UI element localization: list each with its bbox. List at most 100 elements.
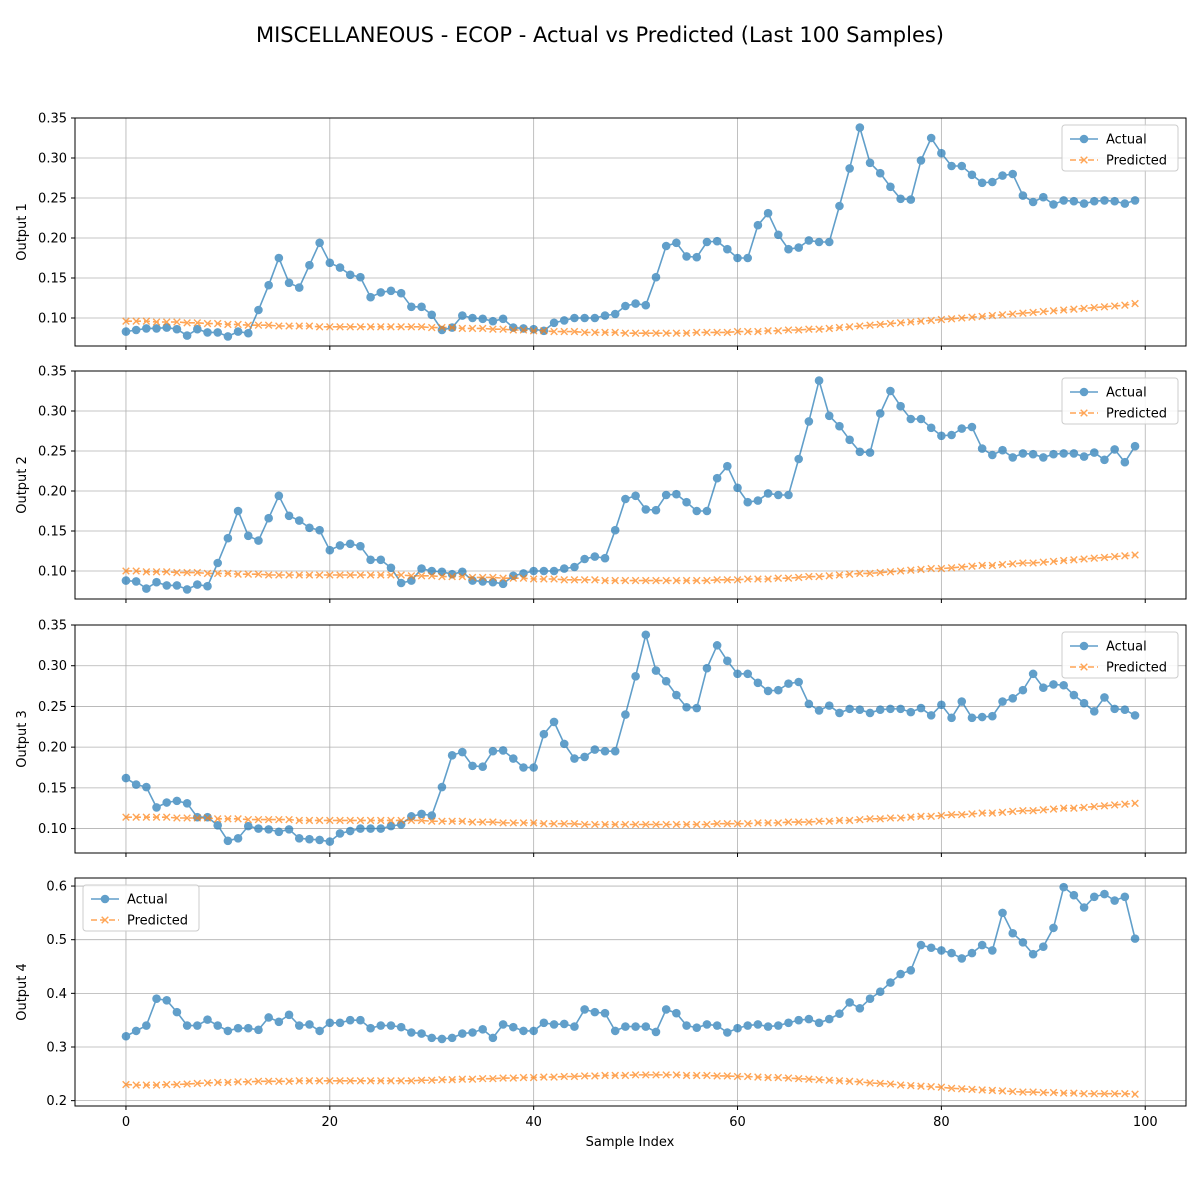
data-point bbox=[468, 818, 477, 826]
data-point bbox=[1090, 303, 1099, 312]
data-point bbox=[712, 473, 722, 483]
data-point bbox=[855, 705, 865, 714]
data-point bbox=[835, 571, 844, 579]
data-point bbox=[876, 320, 885, 329]
series-actual bbox=[121, 123, 1140, 341]
series-actual bbox=[121, 630, 1140, 846]
data-point bbox=[661, 490, 671, 500]
data-point bbox=[662, 329, 670, 337]
data-point bbox=[233, 1023, 243, 1033]
data-point bbox=[977, 178, 987, 188]
data-point bbox=[397, 1076, 405, 1085]
data-point bbox=[142, 813, 151, 821]
data-point bbox=[346, 571, 354, 579]
data-point bbox=[866, 1079, 874, 1087]
data-point bbox=[784, 1074, 793, 1082]
data-point bbox=[1090, 554, 1099, 562]
data-point bbox=[998, 808, 1007, 817]
grid bbox=[75, 878, 1186, 1106]
data-point bbox=[488, 316, 498, 326]
data-point bbox=[835, 1076, 844, 1085]
data-point bbox=[1080, 304, 1088, 313]
data-point bbox=[1039, 942, 1048, 951]
data-point bbox=[193, 580, 202, 589]
data-point bbox=[489, 325, 497, 333]
data-point bbox=[448, 572, 456, 581]
data-point bbox=[600, 553, 610, 563]
data-point bbox=[142, 324, 151, 333]
data-point bbox=[346, 323, 354, 331]
data-point bbox=[499, 1074, 507, 1082]
data-point bbox=[315, 816, 324, 825]
legend-marker bbox=[1079, 134, 1089, 144]
y-axis-label: Output 2 bbox=[15, 456, 30, 514]
data-point bbox=[264, 513, 273, 523]
data-point bbox=[856, 322, 864, 330]
data-point bbox=[489, 1074, 497, 1083]
data-point bbox=[1089, 707, 1099, 716]
data-point bbox=[1070, 1089, 1078, 1097]
data-point bbox=[305, 1020, 314, 1029]
data-point bbox=[1079, 903, 1089, 912]
data-point bbox=[213, 815, 222, 823]
data-point bbox=[845, 998, 854, 1007]
data-point bbox=[845, 816, 854, 825]
data-point bbox=[672, 238, 681, 248]
y-tick-label: 0.20 bbox=[38, 741, 67, 756]
data-point bbox=[855, 123, 865, 132]
data-point bbox=[152, 1081, 161, 1089]
data-point bbox=[315, 323, 324, 331]
data-point bbox=[682, 702, 691, 712]
data-point bbox=[580, 576, 589, 584]
data-point bbox=[1029, 559, 1037, 567]
data-point bbox=[886, 1080, 895, 1088]
y-tick-label: 0.2 bbox=[46, 1094, 67, 1109]
data-point bbox=[886, 319, 895, 328]
data-point bbox=[478, 577, 488, 586]
data-point bbox=[875, 705, 885, 714]
data-point bbox=[886, 568, 895, 576]
data-point bbox=[224, 569, 232, 578]
data-point bbox=[957, 1085, 966, 1093]
data-point bbox=[498, 314, 508, 324]
data-point bbox=[529, 763, 538, 772]
data-point bbox=[294, 283, 304, 292]
data-point bbox=[662, 820, 670, 829]
data-point bbox=[519, 819, 528, 827]
data-point bbox=[723, 461, 732, 471]
data-point bbox=[896, 319, 905, 327]
data-point bbox=[539, 566, 549, 576]
data-point bbox=[876, 568, 885, 577]
data-point bbox=[957, 563, 966, 571]
data-point bbox=[397, 323, 405, 331]
data-point bbox=[254, 536, 263, 545]
legend-label: Predicted bbox=[1106, 661, 1167, 676]
data-point bbox=[417, 1076, 426, 1085]
data-point bbox=[610, 1026, 620, 1036]
data-point bbox=[315, 238, 324, 248]
series-predicted bbox=[122, 551, 1139, 585]
data-point bbox=[315, 1076, 324, 1085]
data-point bbox=[998, 445, 1007, 455]
data-point bbox=[978, 809, 986, 817]
y-tick-label: 0.4 bbox=[46, 987, 67, 1002]
data-point bbox=[968, 810, 976, 818]
data-point bbox=[264, 815, 273, 824]
data-point bbox=[366, 1076, 375, 1085]
data-point bbox=[805, 572, 813, 581]
data-point bbox=[540, 327, 548, 335]
data-point bbox=[621, 576, 630, 585]
data-point bbox=[122, 567, 130, 575]
data-point bbox=[621, 710, 630, 719]
data-point bbox=[967, 422, 977, 432]
data-point bbox=[468, 324, 477, 333]
data-point bbox=[376, 555, 386, 565]
data-point bbox=[152, 813, 161, 821]
data-point bbox=[285, 1077, 293, 1086]
data-point bbox=[937, 431, 946, 441]
data-point bbox=[1059, 306, 1068, 314]
data-point bbox=[580, 1005, 589, 1014]
data-point bbox=[601, 820, 609, 829]
data-point bbox=[539, 729, 549, 739]
data-point bbox=[162, 568, 171, 576]
